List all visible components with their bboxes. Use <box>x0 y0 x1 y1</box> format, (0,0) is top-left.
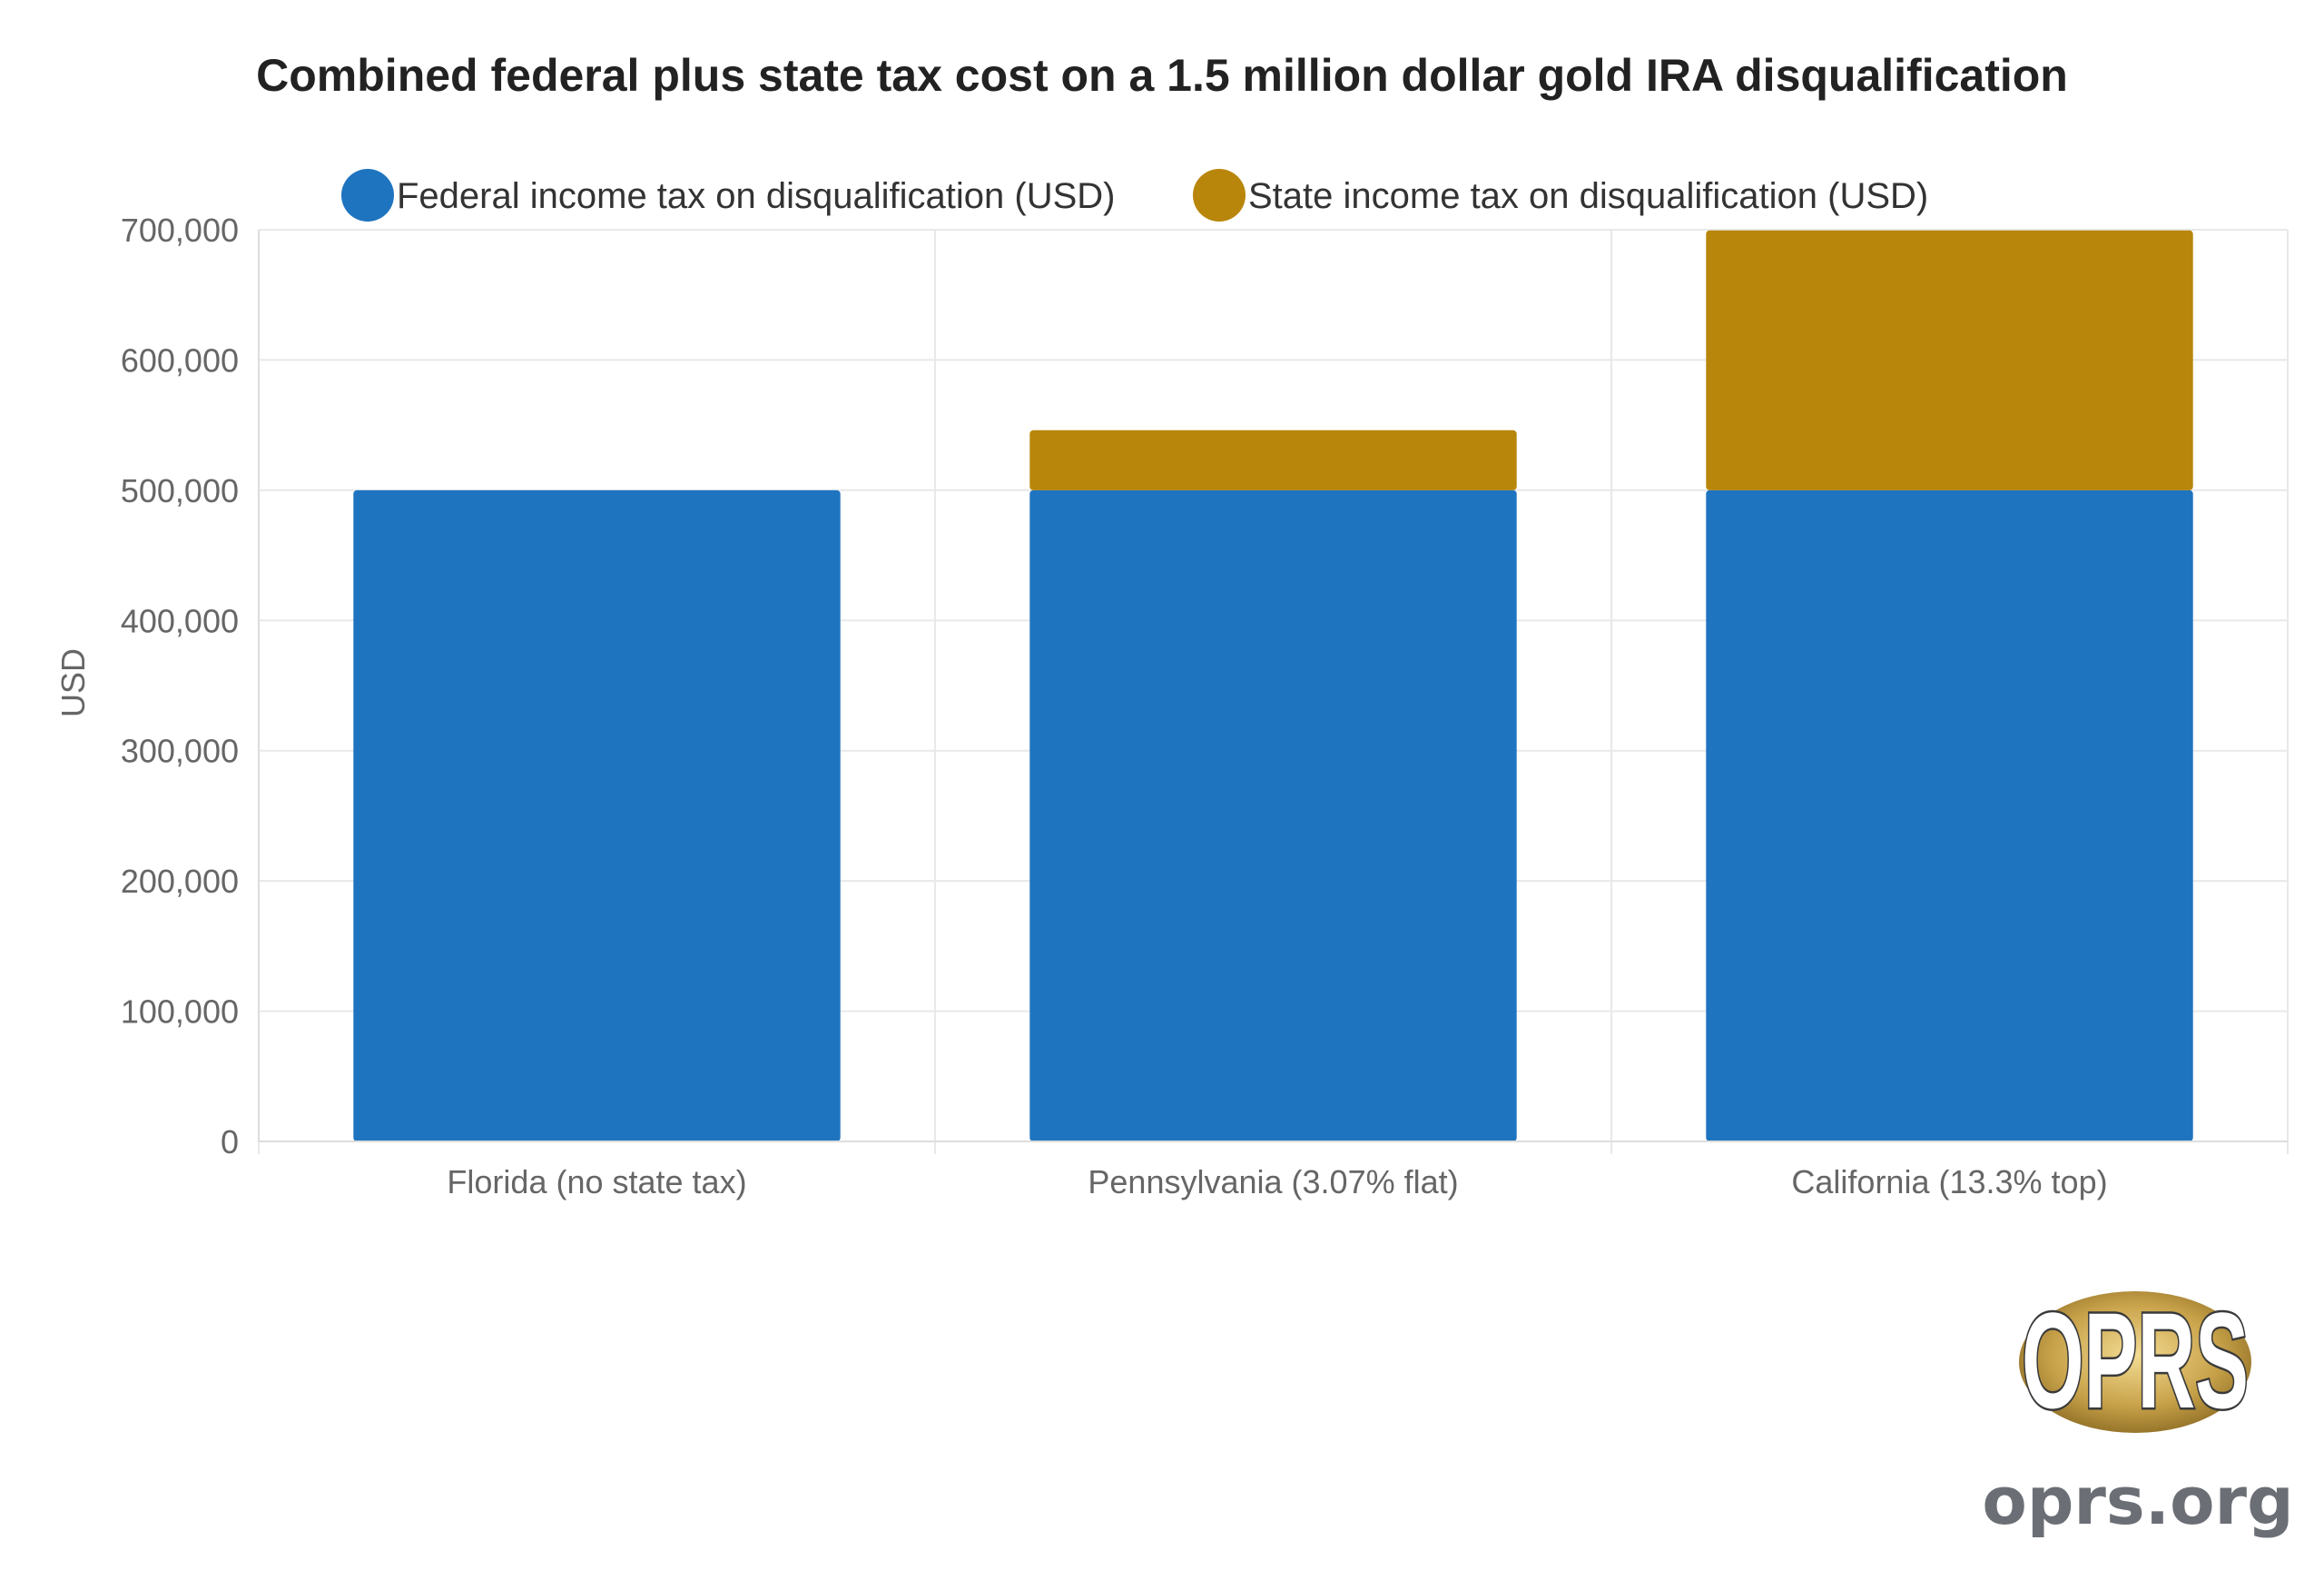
y-tick-label: 0 <box>221 1123 239 1160</box>
x-tick-label: Pennsylvania (3.07% flat) <box>1088 1163 1458 1200</box>
state-tax-bar[interactable] <box>1029 430 1517 490</box>
site-url[interactable]: oprs.org <box>1982 1463 2293 1539</box>
legend-label-federal: Federal income tax on disqualification (… <box>397 176 1115 216</box>
y-tick-label: 600,000 <box>121 341 239 379</box>
logo-coin-shape <box>2019 1291 2251 1433</box>
legend-marker-state <box>1193 169 1246 222</box>
federal-tax-bar[interactable] <box>353 489 841 1141</box>
legend: Federal income tax on disqualification (… <box>341 169 1928 222</box>
y-tick-label: 100,000 <box>121 993 239 1031</box>
bars <box>353 230 2193 1141</box>
y-tick-label: 700,000 <box>121 212 239 249</box>
state-tax-bar[interactable] <box>1706 230 2193 490</box>
branding: OPRS oprs.org <box>1982 1282 2293 1540</box>
y-tick-label: 200,000 <box>121 863 239 900</box>
y-tick-label: 400,000 <box>121 602 239 639</box>
axes: 0 100,000 200,000 300,000 400,000 500,000 600,… <box>121 212 2288 1200</box>
chart-title: Combined federal plus state tax cost on … <box>256 50 2068 101</box>
y-tick-label: 500,000 <box>121 472 239 509</box>
x-tick-label: Florida (no state tax) <box>447 1163 746 1200</box>
logo-text: OPRS <box>2022 1284 2249 1437</box>
x-tick-label: California (13.3% top) <box>1791 1163 2107 1200</box>
legend-label-state: State income tax on disqualification (US… <box>1248 176 1928 216</box>
y-axis-title: USD <box>54 648 92 717</box>
federal-tax-bar[interactable] <box>1706 489 2193 1141</box>
y-tick-label: 300,000 <box>121 733 239 770</box>
federal-tax-bar[interactable] <box>1029 489 1517 1141</box>
legend-marker-federal <box>341 169 394 222</box>
